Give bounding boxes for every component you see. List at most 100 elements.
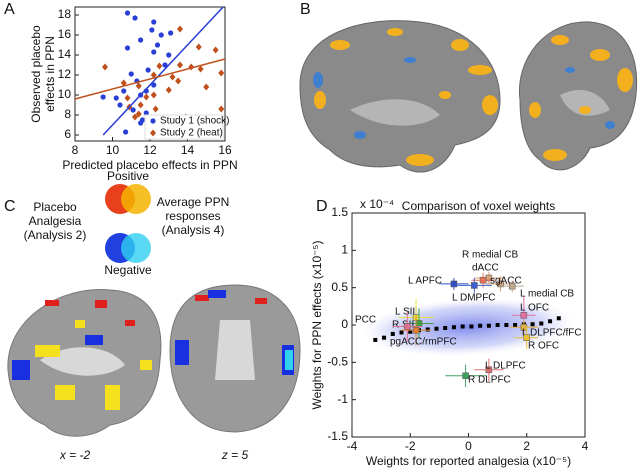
region-marker [479,276,487,284]
region-label: PCC [355,315,376,326]
trend-point [539,321,544,326]
point [143,93,150,101]
point [117,102,123,108]
point [137,101,144,109]
point [151,19,157,25]
y-tick-label: 6 [64,127,71,141]
legend-label: Study 1 (shock) [160,116,229,127]
region-marker [412,326,420,334]
voxel-cloud [363,298,573,356]
legend-marker [150,129,156,137]
point [135,110,142,118]
point [149,27,155,33]
trend-point [382,335,387,340]
point [100,94,106,100]
region-label: dACC [472,263,499,274]
x-tick-label: 2 [523,439,530,453]
trend-point [513,323,518,327]
x-tick-label: 10 [106,143,120,157]
region-label: L medial CB [520,289,574,300]
point [135,82,142,90]
point [124,94,131,102]
point [165,86,172,94]
x-tick-label: -4 [347,439,358,453]
slice-label: x = -2 [59,448,91,462]
point [121,88,127,94]
left-label: (Analysis 2) [24,228,87,242]
chart-title: Comparison of voxel weights [402,199,555,213]
x-axis-label: Predicted placebo effects in PPN [62,158,237,172]
point [156,62,163,70]
region-label: L APFC [408,276,442,287]
trend-point [548,319,553,324]
region-label: L DLPFC/fFC [522,328,582,339]
point [203,83,210,91]
trend-point [425,327,430,332]
y-tick-label: -1 [337,392,348,406]
y-tick-label: 14 [58,47,72,61]
region-marker [497,280,504,288]
fit-line [74,58,226,100]
point [150,91,157,99]
point [197,65,204,73]
trend-point [486,323,491,328]
trend-point [478,323,483,328]
trend-point [556,316,561,321]
panel-letter: C [4,198,16,215]
trend-point [530,322,535,327]
point [145,67,151,73]
trend-point [399,330,404,335]
point [124,45,131,51]
panel-letter: D [316,198,328,215]
fit-line [102,6,224,136]
region-label: pgACC/rmPFC [390,337,457,348]
point [168,30,174,36]
y-axis-label: Weights for PPN effects (x10⁻⁵) [310,241,324,410]
y-tick-label: 10 [58,87,72,101]
point [177,61,183,69]
point [166,52,172,58]
point [218,105,225,113]
trend-point [434,326,439,331]
point [151,49,157,55]
x-tick-label: 4 [582,439,589,453]
point [162,62,168,68]
x-tick-label: 12 [143,143,157,157]
region-label: sgACC [490,276,522,287]
y-tick-label: -0.5 [327,355,348,369]
region-marker [462,372,469,380]
point [102,63,108,71]
legend-label: Study 2 (heat) [160,128,223,139]
trend-point [408,329,413,334]
region-label: R DLPFC [468,375,511,386]
left-label: Placebo [33,200,77,214]
point [132,15,138,21]
region-marker [415,320,423,327]
point [138,120,144,126]
y-tick-label: 1.5 [331,205,348,219]
panel-letter: A [4,1,15,18]
point [195,43,202,51]
point [124,10,131,16]
point [212,46,219,54]
point [177,25,183,33]
region-marker [523,334,530,341]
trend-point [504,323,509,327]
x-tick-label: -2 [405,439,416,453]
negative-label: Negative [104,263,152,277]
region-label: R SII [392,320,414,331]
x-tick-label: 8 [72,143,79,157]
y-tick-label: 12 [58,67,72,81]
right-label: responses [165,209,220,223]
y-tick-label: 8 [64,107,71,121]
trend-point [469,324,474,329]
x-tick-label: 14 [181,143,195,157]
point [130,107,136,113]
region-marker [485,366,493,374]
region-marker [520,312,528,319]
brain-slices [7,284,301,437]
trend-point [390,331,395,336]
point [218,69,225,77]
point [152,105,159,113]
